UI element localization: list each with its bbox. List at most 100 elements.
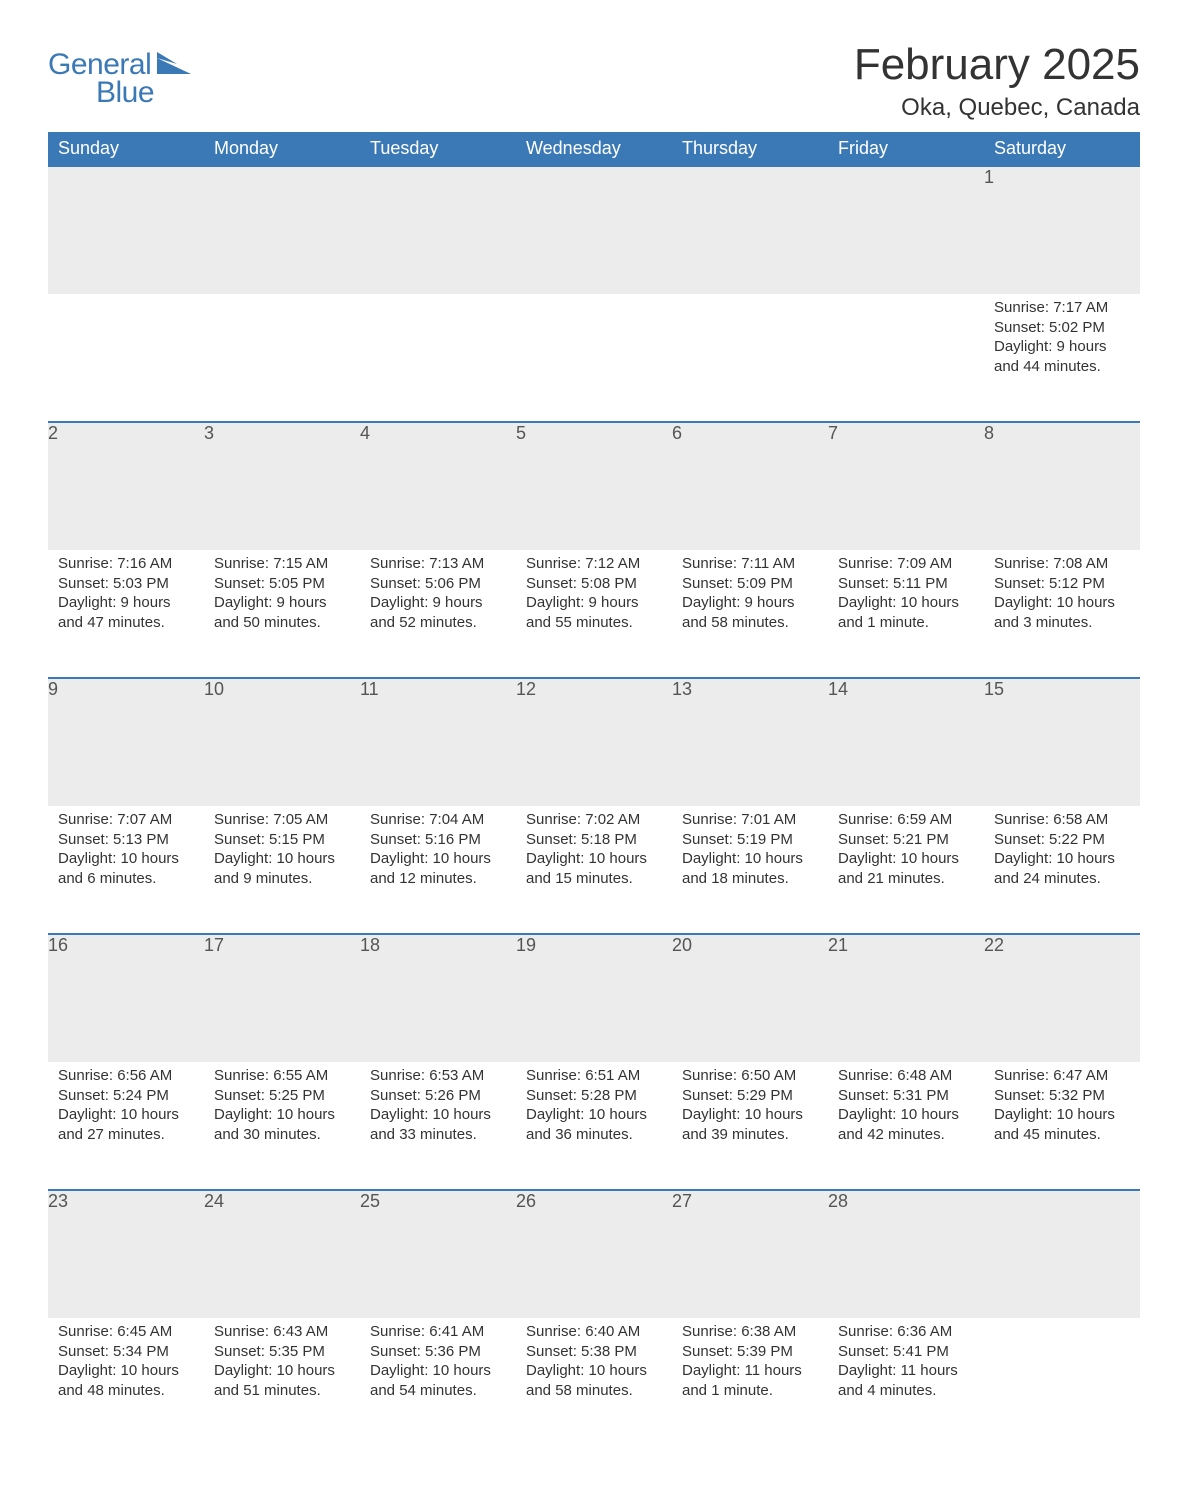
day-number-cell: 18 <box>360 934 516 1062</box>
day-cell: Sunrise: 6:51 AMSunset: 5:28 PMDaylight:… <box>516 1062 672 1190</box>
sunrise-text: Sunrise: 6:58 AM <box>994 810 1130 830</box>
daylight-text: Daylight: 10 hours and 27 minutes. <box>58 1105 194 1144</box>
day-cell: Sunrise: 6:48 AMSunset: 5:31 PMDaylight:… <box>828 1062 984 1190</box>
week-number-row: 9101112131415 <box>48 678 1140 806</box>
month-title: February 2025 <box>854 40 1140 90</box>
day-number-cell <box>48 166 204 294</box>
daylight-text: Daylight: 10 hours and 45 minutes. <box>994 1105 1130 1144</box>
daylight-text: Daylight: 9 hours and 47 minutes. <box>58 593 194 632</box>
day-cell: Sunrise: 7:13 AMSunset: 5:06 PMDaylight:… <box>360 550 516 678</box>
column-header: Monday <box>204 132 360 166</box>
sunset-text: Sunset: 5:02 PM <box>994 318 1130 338</box>
sunrise-text: Sunrise: 6:45 AM <box>58 1322 194 1342</box>
daylight-text: Daylight: 9 hours and 52 minutes. <box>370 593 506 632</box>
day-cell: Sunrise: 6:58 AMSunset: 5:22 PMDaylight:… <box>984 806 1140 934</box>
day-number-cell <box>204 166 360 294</box>
daylight-text: Daylight: 10 hours and 9 minutes. <box>214 849 350 888</box>
sunset-text: Sunset: 5:15 PM <box>214 830 350 850</box>
day-cell: Sunrise: 6:56 AMSunset: 5:24 PMDaylight:… <box>48 1062 204 1190</box>
sunset-text: Sunset: 5:36 PM <box>370 1342 506 1362</box>
day-cell: Sunrise: 6:36 AMSunset: 5:41 PMDaylight:… <box>828 1318 984 1446</box>
week-number-row: 232425262728 <box>48 1190 1140 1318</box>
daylight-text: Daylight: 10 hours and 58 minutes. <box>526 1361 662 1400</box>
day-cell: Sunrise: 6:55 AMSunset: 5:25 PMDaylight:… <box>204 1062 360 1190</box>
sunrise-text: Sunrise: 7:12 AM <box>526 554 662 574</box>
week-body-row: Sunrise: 7:16 AMSunset: 5:03 PMDaylight:… <box>48 550 1140 678</box>
sunset-text: Sunset: 5:32 PM <box>994 1086 1130 1106</box>
sunrise-text: Sunrise: 6:48 AM <box>838 1066 974 1086</box>
sunrise-text: Sunrise: 6:40 AM <box>526 1322 662 1342</box>
header: General Blue February 2025 Oka, Quebec, … <box>48 40 1140 122</box>
day-cell: Sunrise: 7:07 AMSunset: 5:13 PMDaylight:… <box>48 806 204 934</box>
day-number-cell: 21 <box>828 934 984 1062</box>
sunrise-text: Sunrise: 7:13 AM <box>370 554 506 574</box>
column-header: Friday <box>828 132 984 166</box>
sunset-text: Sunset: 5:39 PM <box>682 1342 818 1362</box>
sunset-text: Sunset: 5:18 PM <box>526 830 662 850</box>
sunrise-text: Sunrise: 6:55 AM <box>214 1066 350 1086</box>
sunrise-text: Sunrise: 7:17 AM <box>994 298 1130 318</box>
week-body-row: Sunrise: 7:07 AMSunset: 5:13 PMDaylight:… <box>48 806 1140 934</box>
daylight-text: Daylight: 10 hours and 30 minutes. <box>214 1105 350 1144</box>
daylight-text: Daylight: 10 hours and 21 minutes. <box>838 849 974 888</box>
day-number-cell: 22 <box>984 934 1140 1062</box>
day-cell: Sunrise: 7:11 AMSunset: 5:09 PMDaylight:… <box>672 550 828 678</box>
day-cell: Sunrise: 7:02 AMSunset: 5:18 PMDaylight:… <box>516 806 672 934</box>
sunset-text: Sunset: 5:34 PM <box>58 1342 194 1362</box>
day-cell: Sunrise: 6:43 AMSunset: 5:35 PMDaylight:… <box>204 1318 360 1446</box>
day-number-cell: 17 <box>204 934 360 1062</box>
day-cell <box>48 294 204 422</box>
week-number-row: 16171819202122 <box>48 934 1140 1062</box>
sunrise-text: Sunrise: 6:41 AM <box>370 1322 506 1342</box>
sunrise-text: Sunrise: 6:36 AM <box>838 1322 974 1342</box>
day-number-cell <box>984 1190 1140 1318</box>
sunrise-text: Sunrise: 7:08 AM <box>994 554 1130 574</box>
sunset-text: Sunset: 5:03 PM <box>58 574 194 594</box>
sunrise-text: Sunrise: 6:56 AM <box>58 1066 194 1086</box>
daylight-text: Daylight: 10 hours and 24 minutes. <box>994 849 1130 888</box>
day-cell: Sunrise: 6:40 AMSunset: 5:38 PMDaylight:… <box>516 1318 672 1446</box>
daylight-text: Daylight: 9 hours and 44 minutes. <box>994 337 1130 376</box>
day-number-cell: 15 <box>984 678 1140 806</box>
sunset-text: Sunset: 5:25 PM <box>214 1086 350 1106</box>
daylight-text: Daylight: 10 hours and 3 minutes. <box>994 593 1130 632</box>
sunrise-text: Sunrise: 6:51 AM <box>526 1066 662 1086</box>
sunset-text: Sunset: 5:41 PM <box>838 1342 974 1362</box>
daylight-text: Daylight: 9 hours and 58 minutes. <box>682 593 818 632</box>
week-body-row: Sunrise: 6:56 AMSunset: 5:24 PMDaylight:… <box>48 1062 1140 1190</box>
sunrise-text: Sunrise: 7:05 AM <box>214 810 350 830</box>
sunset-text: Sunset: 5:29 PM <box>682 1086 818 1106</box>
day-cell <box>360 294 516 422</box>
daylight-text: Daylight: 10 hours and 15 minutes. <box>526 849 662 888</box>
day-cell <box>672 294 828 422</box>
sunrise-text: Sunrise: 7:16 AM <box>58 554 194 574</box>
sunset-text: Sunset: 5:28 PM <box>526 1086 662 1106</box>
day-cell: Sunrise: 6:41 AMSunset: 5:36 PMDaylight:… <box>360 1318 516 1446</box>
day-cell: Sunrise: 6:59 AMSunset: 5:21 PMDaylight:… <box>828 806 984 934</box>
day-number-cell <box>360 166 516 294</box>
day-number-cell: 19 <box>516 934 672 1062</box>
day-number-cell: 8 <box>984 422 1140 550</box>
day-cell: Sunrise: 7:04 AMSunset: 5:16 PMDaylight:… <box>360 806 516 934</box>
sunrise-text: Sunrise: 7:09 AM <box>838 554 974 574</box>
sunrise-text: Sunrise: 6:53 AM <box>370 1066 506 1086</box>
sunset-text: Sunset: 5:26 PM <box>370 1086 506 1106</box>
day-number-cell: 16 <box>48 934 204 1062</box>
column-header: Thursday <box>672 132 828 166</box>
day-cell <box>984 1318 1140 1446</box>
sunset-text: Sunset: 5:21 PM <box>838 830 974 850</box>
day-number-cell: 7 <box>828 422 984 550</box>
sunset-text: Sunset: 5:05 PM <box>214 574 350 594</box>
daylight-text: Daylight: 11 hours and 1 minute. <box>682 1361 818 1400</box>
day-number-cell: 4 <box>360 422 516 550</box>
sunset-text: Sunset: 5:06 PM <box>370 574 506 594</box>
daylight-text: Daylight: 10 hours and 48 minutes. <box>58 1361 194 1400</box>
sunrise-text: Sunrise: 7:15 AM <box>214 554 350 574</box>
sunrise-text: Sunrise: 6:43 AM <box>214 1322 350 1342</box>
day-cell: Sunrise: 6:45 AMSunset: 5:34 PMDaylight:… <box>48 1318 204 1446</box>
logo-flag-icon <box>157 52 191 79</box>
day-cell: Sunrise: 7:16 AMSunset: 5:03 PMDaylight:… <box>48 550 204 678</box>
day-number-cell: 9 <box>48 678 204 806</box>
daylight-text: Daylight: 10 hours and 6 minutes. <box>58 849 194 888</box>
sunset-text: Sunset: 5:35 PM <box>214 1342 350 1362</box>
